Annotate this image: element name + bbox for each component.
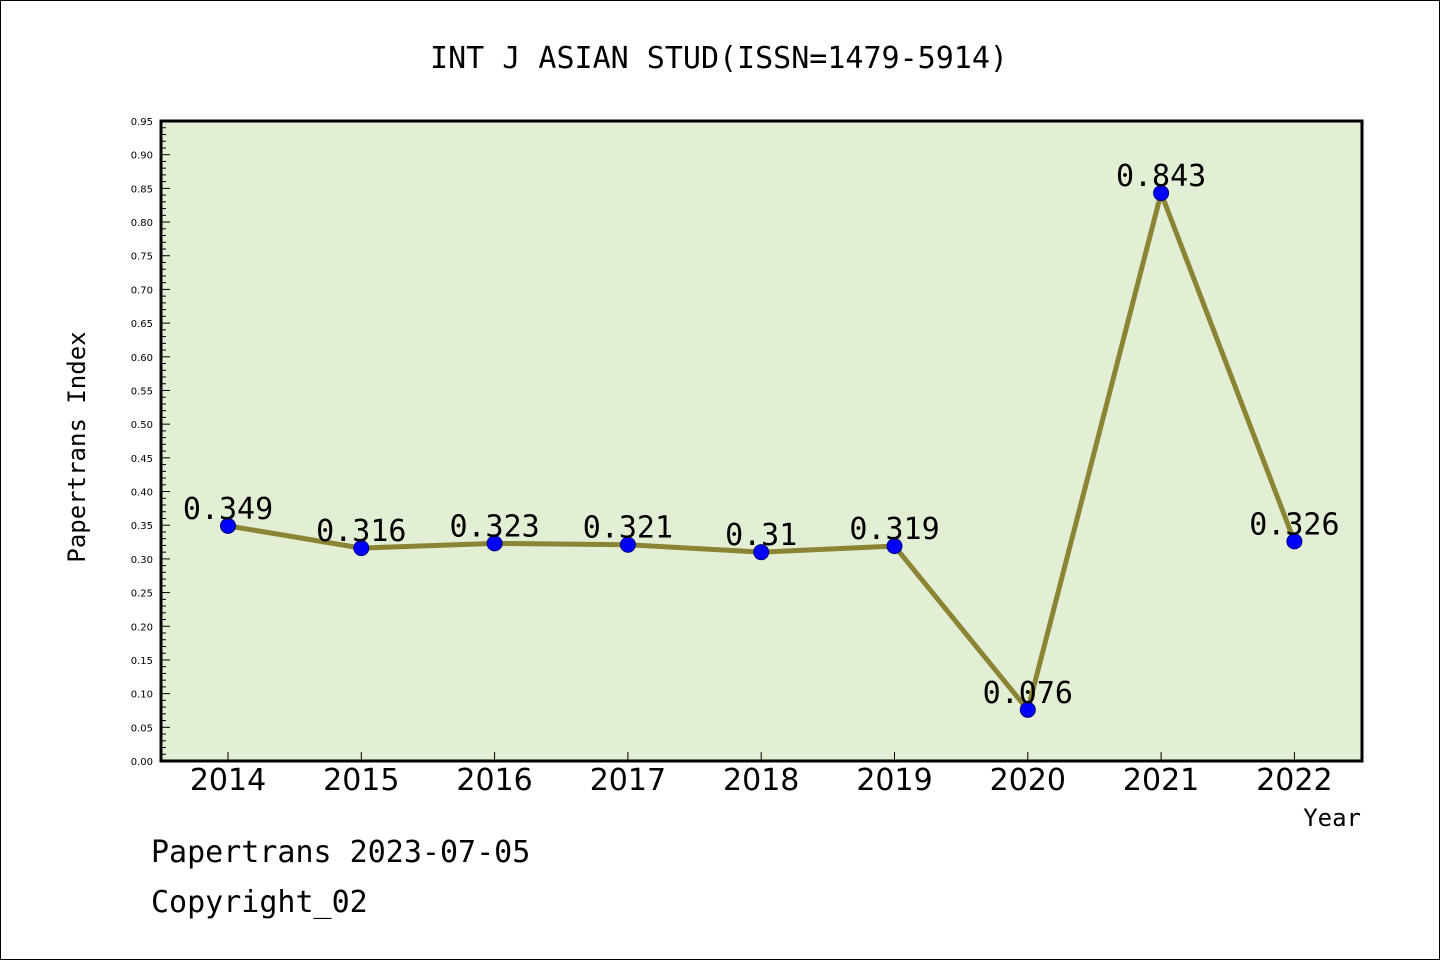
data-label: 0.076 [983, 676, 1073, 711]
y-axis: 0.00 0.05 0.10 0.15 0.20 0.25 0.30 0.35 0.40 0.45… [131, 117, 170, 768]
x-tick-label: 2015 [323, 763, 399, 798]
y-tick-label: 0.70 [131, 285, 153, 296]
footer-copyright: Copyright_02 [151, 885, 368, 920]
x-tick-label: 2014 [190, 763, 266, 798]
y-tick-label: 0.20 [131, 622, 153, 633]
data-point-marker [753, 544, 770, 561]
footer-date: Papertrans 2023-07-05 [151, 835, 531, 870]
x-tick-label: 2019 [856, 763, 932, 798]
y-tick-label: 0.15 [131, 656, 153, 667]
y-tick-label: 0.60 [131, 353, 153, 364]
data-labels-group: 0.349 0.316 0.323 0.321 0.31 0.319 0.076 0.843 0… [183, 159, 1340, 711]
series-line-group [220, 185, 1303, 718]
x-axis-label: Year [1303, 804, 1361, 832]
y-tick-label: 0.75 [131, 252, 153, 263]
y-tick-label: 0.30 [131, 555, 153, 566]
data-point-marker [220, 517, 236, 534]
y-tick-label: 0.45 [131, 454, 153, 465]
data-label: 0.31 [725, 518, 797, 553]
chart-title: INT J ASIAN STUD(ISSN=1479-5914) [430, 41, 1008, 76]
data-label: 0.323 [449, 509, 539, 544]
data-point-marker [886, 538, 903, 555]
data-point-marker [619, 536, 636, 553]
y-tick-label: 0.25 [131, 589, 153, 600]
data-label: 0.316 [316, 514, 406, 549]
data-label: 0.321 [583, 511, 673, 546]
y-tick-label: 0.40 [131, 488, 153, 499]
y-tick-label: 0.55 [131, 386, 153, 397]
data-label: 0.326 [1249, 507, 1339, 542]
x-tick-label: 2022 [1256, 763, 1332, 798]
y-tick-label: 0.85 [131, 184, 153, 195]
x-tick-label: 2020 [990, 763, 1066, 798]
plot-area [159, 119, 1364, 763]
data-point-marker [1019, 701, 1036, 718]
x-tick-label: 2018 [723, 763, 799, 798]
y-tick-label: 0.05 [131, 723, 153, 734]
data-label: 0.349 [183, 492, 273, 527]
y-tick-label: 0.95 [131, 117, 153, 128]
data-label: 0.843 [1116, 159, 1206, 194]
x-tick-label: 2021 [1123, 763, 1199, 798]
x-axis: 2014 2015 2016 2017 2018 2019 2020 2021 2022 [190, 752, 1333, 798]
data-point-marker [1153, 185, 1170, 202]
data-point-marker [353, 540, 370, 557]
y-tick-label: 0.35 [131, 521, 153, 532]
y-tick-label: 0.80 [131, 218, 153, 229]
x-tick-label: 2016 [456, 763, 532, 798]
y-tick-label: 0.50 [131, 420, 153, 431]
y-tick-label: 0.90 [131, 151, 153, 162]
y-tick-label: 0.00 [131, 757, 153, 768]
data-point-marker [486, 535, 503, 552]
y-tick-label: 0.65 [131, 319, 153, 330]
y-axis-label: Papertrans Index [63, 331, 91, 562]
data-label: 0.319 [849, 512, 939, 547]
data-point-marker [1286, 533, 1303, 550]
y-tick-label: 0.10 [131, 690, 153, 701]
x-tick-label: 2017 [590, 763, 666, 798]
